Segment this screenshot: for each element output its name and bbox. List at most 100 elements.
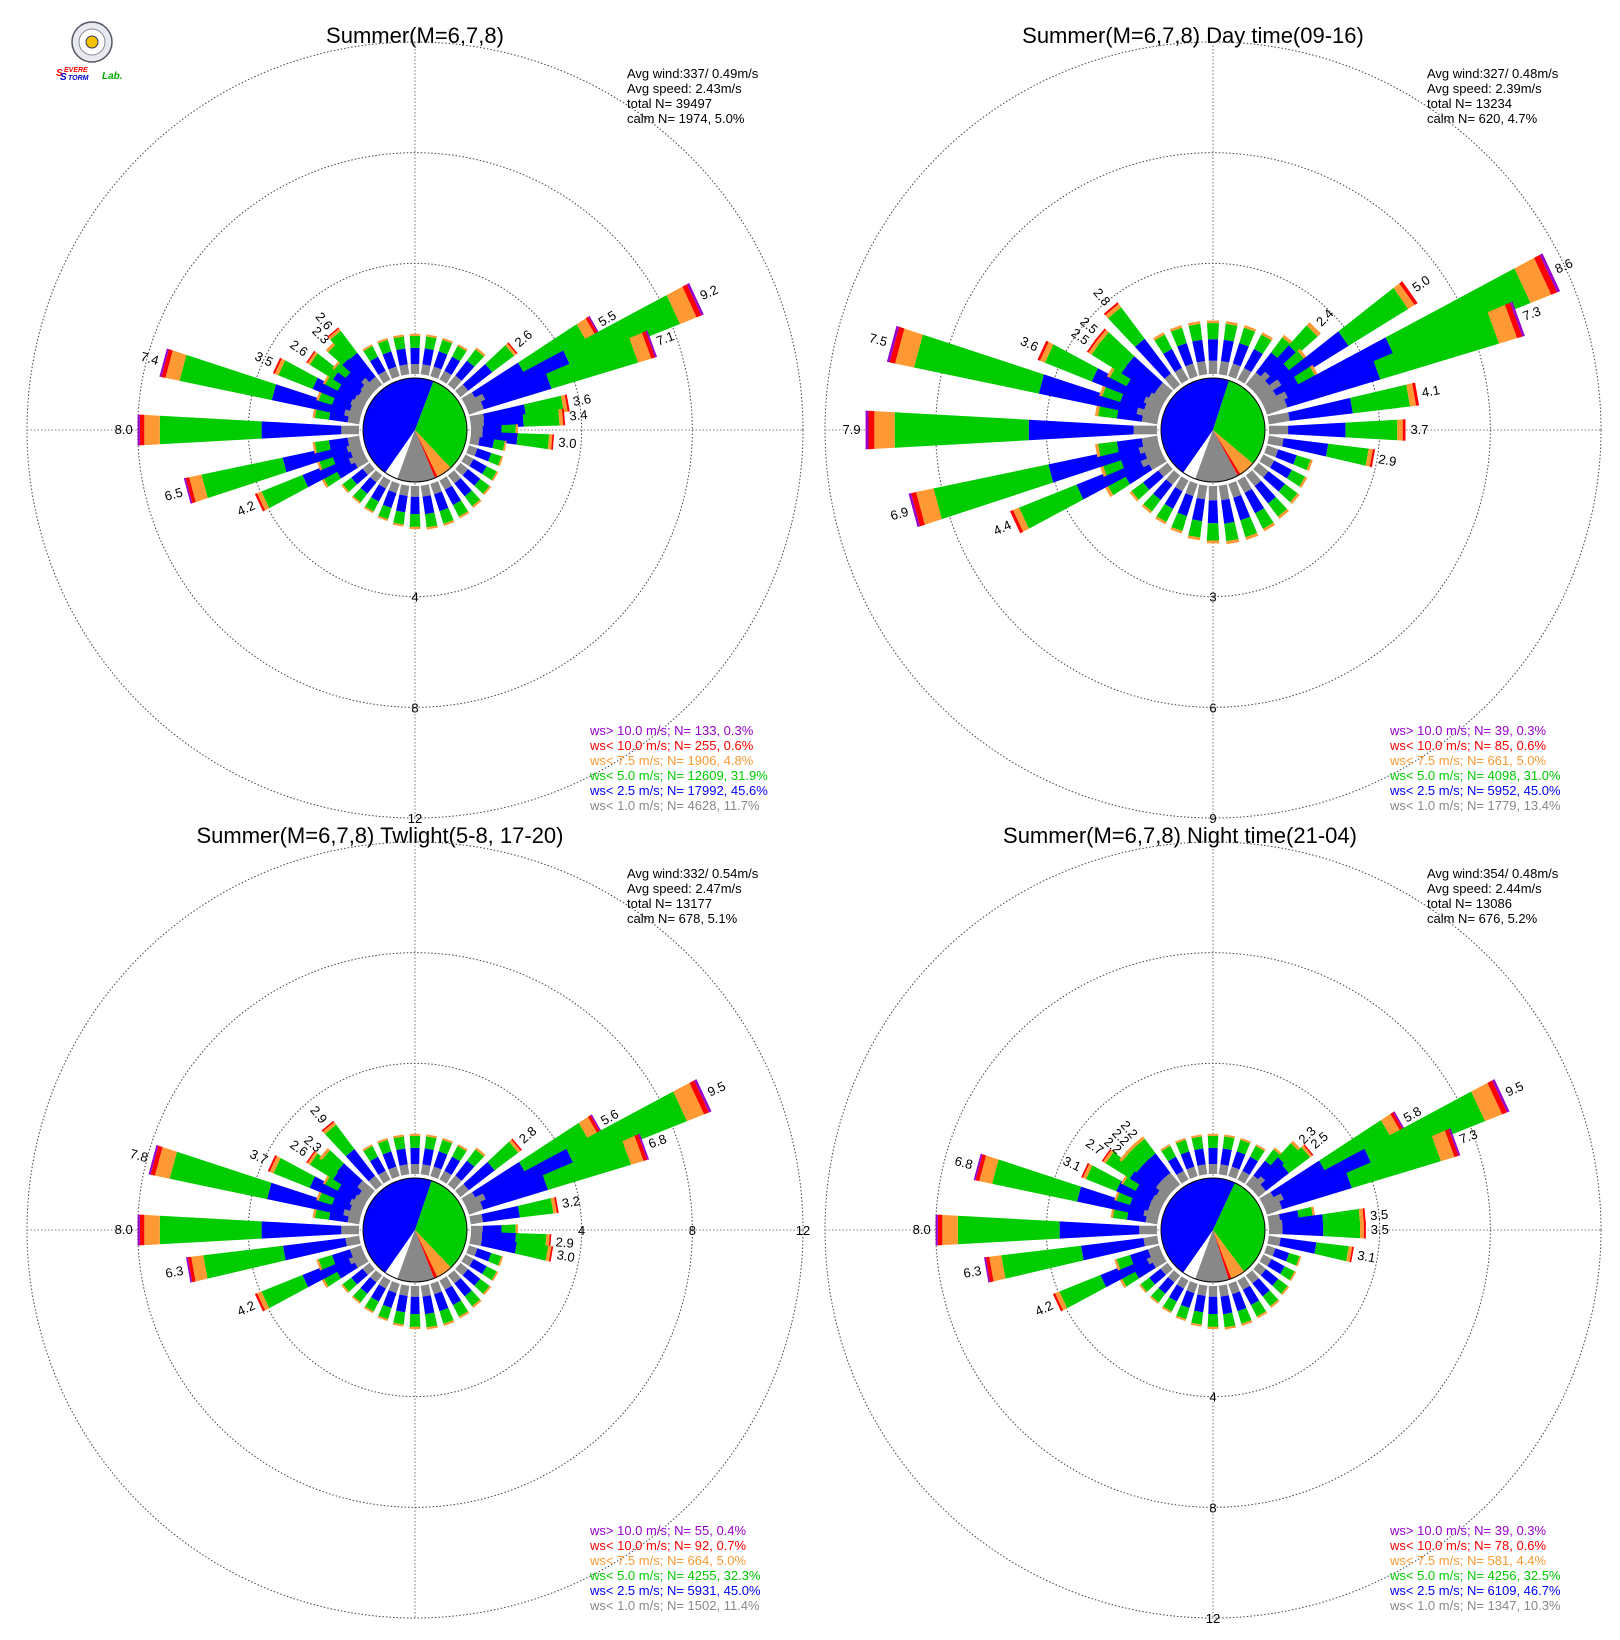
bar-segment	[1197, 1164, 1208, 1176]
bar-segment	[328, 343, 351, 366]
bar-segment	[399, 484, 410, 497]
bar-segment	[393, 1134, 404, 1139]
bar-segment	[466, 401, 484, 415]
bar-segment	[1206, 540, 1220, 544]
bar-segment	[937, 1214, 943, 1246]
bar-segment	[1166, 470, 1181, 485]
bar-segment	[1373, 312, 1500, 380]
calm-circle	[362, 377, 468, 483]
bar-segment	[463, 1161, 495, 1191]
bar-segment	[426, 334, 437, 339]
logo-text-evere: EVERE	[64, 67, 88, 74]
bar-segment	[1141, 435, 1159, 447]
wind-bar-10	[420, 334, 437, 376]
chart-title: Summer(M=6,7,8) Day time(09-16)	[1022, 23, 1364, 48]
bar-segment	[179, 354, 277, 401]
bar-value-label: 7.3	[1457, 1126, 1479, 1146]
bar-segment	[396, 494, 408, 513]
stat-line: total N= 13177	[627, 896, 712, 911]
bar-segment	[351, 1295, 361, 1304]
bar-segment	[371, 1284, 386, 1302]
bar-segment	[341, 1225, 359, 1235]
bar-segment	[1397, 419, 1403, 441]
bar-segment	[1288, 325, 1318, 355]
pie-slice	[1213, 1182, 1266, 1272]
bar-segment	[351, 1268, 368, 1285]
bar-segment	[1076, 1186, 1146, 1216]
wind-bar-100	[1267, 435, 1376, 468]
bar-value-label: 7.4	[139, 349, 160, 368]
bar-value-label: 4.2	[235, 498, 258, 519]
wind-bar-200	[377, 1281, 400, 1322]
stat-line: Avg speed: 2.47m/s	[627, 881, 742, 896]
wind-bar-320	[1103, 302, 1181, 390]
bar-segment	[1448, 1128, 1461, 1156]
bar-segment	[1319, 1120, 1393, 1173]
bar-segment	[666, 286, 697, 324]
bar-segment	[382, 1151, 397, 1170]
wind-bar-140	[1245, 1270, 1280, 1308]
bar-segment	[682, 284, 702, 318]
ring-label: 6	[1209, 700, 1216, 715]
bar-segment	[547, 434, 553, 450]
bar-value-label: 2.8	[1090, 285, 1113, 308]
bar-segment	[1260, 1269, 1279, 1286]
bar-segment	[542, 1141, 632, 1190]
bar-segment	[1009, 509, 1024, 534]
bar-value-label: 2.6	[512, 327, 535, 350]
bar-segment	[1272, 1248, 1290, 1262]
wind-bar-110	[466, 1245, 504, 1267]
bar-segment	[341, 1284, 350, 1294]
legend-entry: ws> 10.0 m/s; N= 39, 0.3%	[1389, 723, 1547, 738]
wind-bar-90	[1269, 419, 1406, 441]
bar-segment	[1242, 1285, 1260, 1306]
ring-label: 12	[796, 1223, 810, 1238]
bar-segment	[1207, 323, 1219, 340]
bar-segment	[548, 1234, 552, 1250]
bar-segment	[433, 1291, 449, 1312]
bar-segment	[1149, 1268, 1166, 1285]
pie-slice	[362, 377, 434, 473]
legend-entry: ws< 5.0 m/s; N= 4255, 32.3%	[589, 1568, 761, 1583]
bar-segment	[1365, 448, 1373, 467]
bar-segment	[185, 477, 196, 504]
bar-segment	[422, 348, 434, 366]
bar-value-label: 8.0	[115, 1222, 133, 1237]
bar-segment	[1259, 1254, 1272, 1267]
bar-segment	[430, 481, 442, 495]
bar-segment	[1191, 1136, 1204, 1150]
wind-bar-245	[254, 449, 367, 512]
wind-bar-285	[148, 1144, 362, 1220]
bar-segment	[399, 1284, 410, 1297]
bar-segment	[1207, 500, 1219, 524]
bar-segment	[1255, 352, 1280, 378]
wind-bar-10	[420, 1134, 437, 1176]
chart-title: Summer(M=6,7,8)	[326, 23, 504, 48]
bar-segment	[1154, 334, 1173, 354]
bar-segment	[1406, 383, 1417, 407]
bar-segment	[409, 1133, 421, 1136]
bar-segment	[363, 1306, 374, 1314]
bar-segment	[1220, 339, 1234, 363]
bar-segment	[409, 1135, 421, 1148]
bar-segment	[137, 414, 140, 446]
bar-segment	[488, 453, 502, 466]
bar-segment	[1192, 497, 1206, 522]
bar-segment	[1197, 1284, 1208, 1297]
bar-segment	[1245, 470, 1262, 487]
bar-segment	[585, 316, 600, 339]
bar-segment	[154, 1147, 177, 1179]
bar-value-label: 3.5	[1371, 1222, 1389, 1237]
bar-segment	[1255, 1144, 1266, 1152]
wind-bar-190	[1187, 484, 1208, 541]
bar-segment	[331, 1195, 353, 1211]
bar-segment	[1218, 484, 1230, 501]
bar-segment	[1233, 495, 1251, 521]
bar-segment	[1237, 1307, 1252, 1324]
wind-bar-40	[1245, 334, 1295, 390]
bar-segment	[1082, 1163, 1093, 1180]
bar-segment	[1286, 469, 1306, 487]
calm-circle	[362, 1177, 468, 1283]
bar-segment	[1155, 1181, 1173, 1198]
bar-segment	[1129, 1249, 1151, 1265]
